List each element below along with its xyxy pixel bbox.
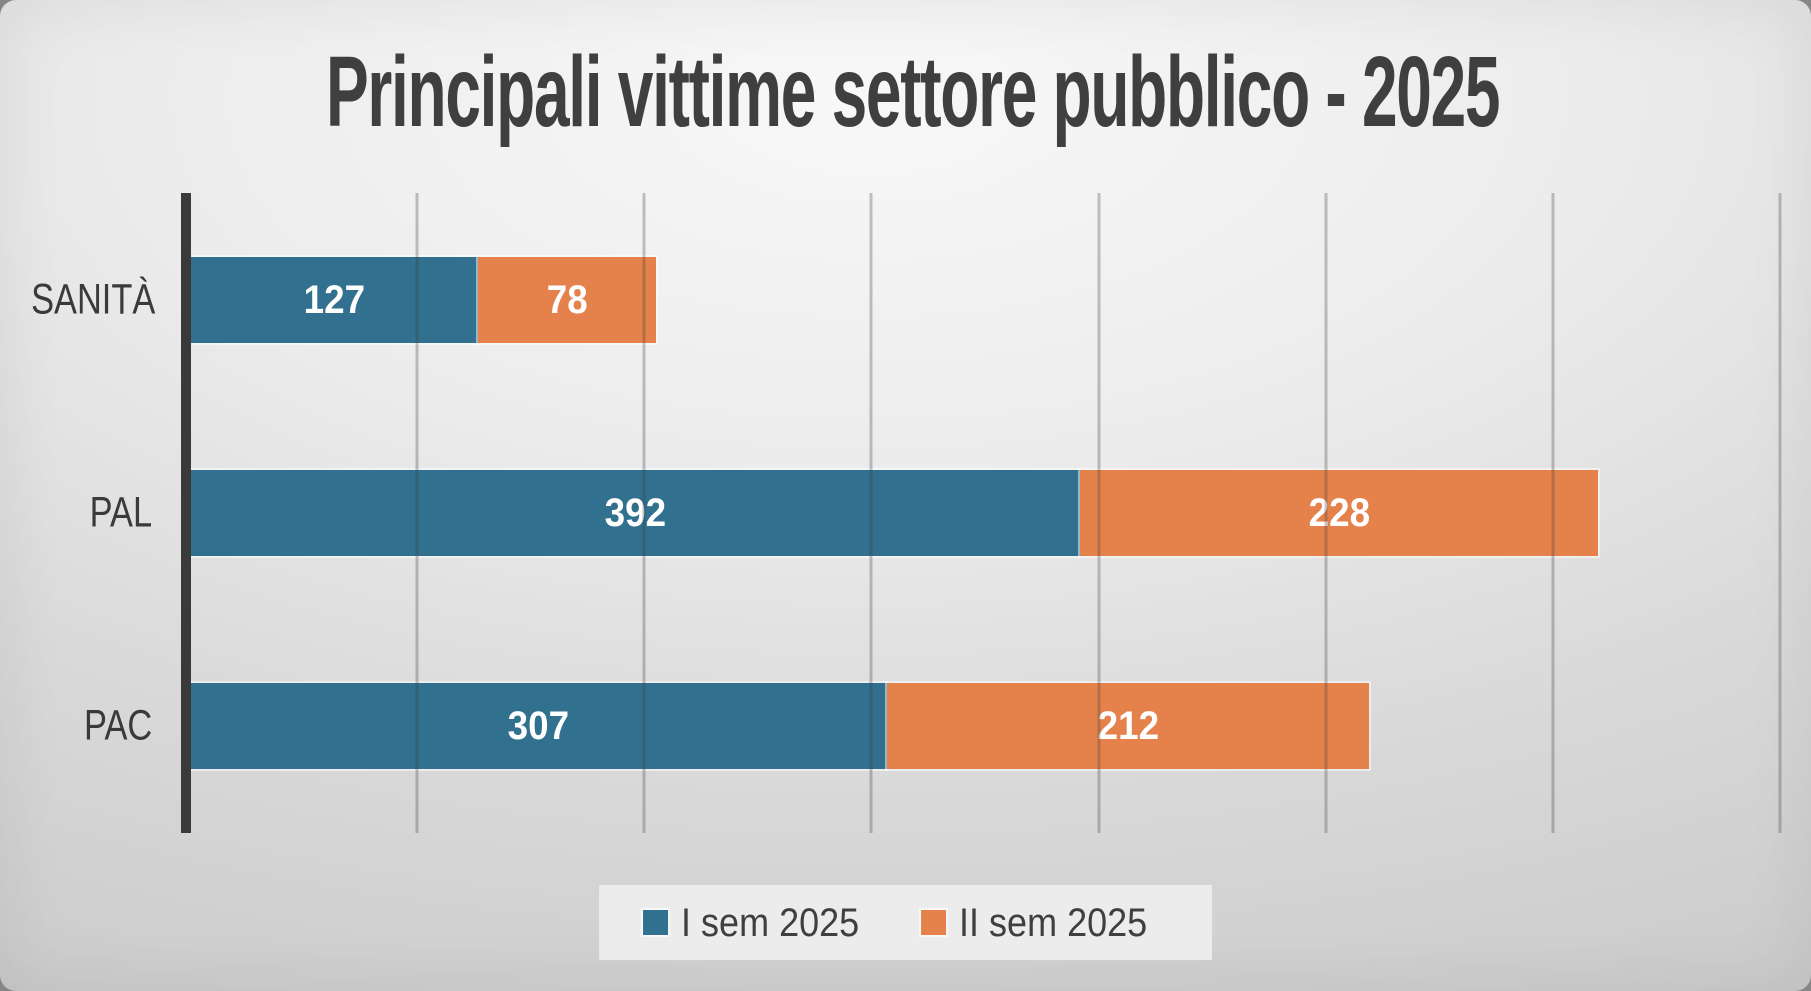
- bar-value-label: 228: [1308, 490, 1371, 535]
- bar-segment: 78: [478, 256, 656, 343]
- legend-swatch-icon: [642, 910, 668, 935]
- category-label: PAL: [89, 488, 152, 537]
- bar-segment: 392: [190, 469, 1081, 556]
- bar-segment: 307: [190, 683, 888, 770]
- bar-segment: 212: [887, 683, 1369, 770]
- legend: I sem 2025 II sem 2025: [598, 885, 1213, 960]
- bar-stack: 307 212: [190, 683, 1780, 770]
- bar-row: SANITÀ 127 78: [31, 193, 1780, 406]
- bar-rows: SANITÀ 127 78 PAL 392 228 PAC 307 212: [31, 193, 1780, 833]
- bar-value-label: 392: [604, 490, 666, 535]
- bar-value-label: 212: [1097, 704, 1159, 749]
- bar-stack: 392 228: [190, 469, 1780, 556]
- bar-value-label: 307: [507, 704, 570, 749]
- y-axis-line: [181, 193, 191, 833]
- legend-item: I sem 2025: [642, 900, 879, 945]
- legend-swatch-icon: [921, 910, 947, 935]
- chart-title: Principali vittime settore pubblico - 20…: [325, 36, 1501, 148]
- bar-segment: 127: [190, 256, 479, 343]
- category-label: PAC: [83, 701, 152, 750]
- category-label: SANITÀ: [31, 275, 156, 324]
- bar-value-label: 127: [303, 277, 365, 322]
- legend-label: II sem 2025: [959, 900, 1148, 945]
- bar-stack: 127 78: [190, 256, 1780, 343]
- bar-segment: 228: [1080, 469, 1599, 556]
- legend-label: I sem 2025: [680, 900, 859, 945]
- bar-row: PAC 307 212: [84, 620, 1780, 833]
- plot-area: SANITÀ 127 78 PAL 392 228 PAC 307 212: [31, 193, 1782, 833]
- bar-value-label: 78: [546, 277, 588, 322]
- legend-item: II sem 2025: [921, 903, 1168, 943]
- bar-row: PAL 392 228: [90, 406, 1780, 619]
